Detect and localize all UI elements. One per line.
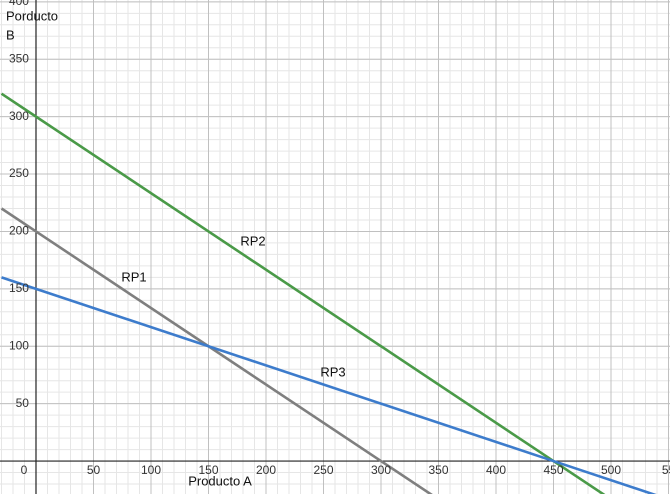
origin-label: 0 [21,463,28,477]
x-tick-label: 350 [428,463,448,477]
y-axis-title: B [6,27,15,42]
y-tick-label: 250 [9,166,29,180]
x-tick-label: 100 [141,463,161,477]
y-tick-label: 100 [9,338,29,352]
x-tick-label: 450 [543,463,563,477]
line-series [0,92,606,494]
x-tick-label: 150 [198,463,218,477]
x-tick-label: 200 [256,463,276,477]
y-tick-label: 50 [16,396,30,410]
y-tick-label: 350 [9,51,29,65]
x-tick-label: 50 [87,463,101,477]
x-tick-label: 500 [601,463,621,477]
y-axis-title: Porducto [6,8,58,23]
labels: 50 100 150 200 250 300 350 400 450 500 55 50 100 150 2… [6,0,670,488]
y-tick-label: 200 [9,224,29,238]
y-tick-label: 400 [9,0,29,8]
x-axis-title: Producto A [188,473,252,488]
x-tick-label: 300 [371,463,391,477]
y-tick-label: 150 [9,281,29,295]
line-series [1,276,657,494]
y-tick-label: 300 [9,109,29,123]
x-tick-label: 250 [313,463,333,477]
x-tick-label: 55 [662,463,670,477]
series-label: RP2 [240,233,265,248]
plot-lines [0,92,657,494]
series-label: RP1 [121,269,146,284]
line-series [0,207,433,494]
series-label: RP3 [320,364,345,379]
x-tick-label: 400 [486,463,506,477]
